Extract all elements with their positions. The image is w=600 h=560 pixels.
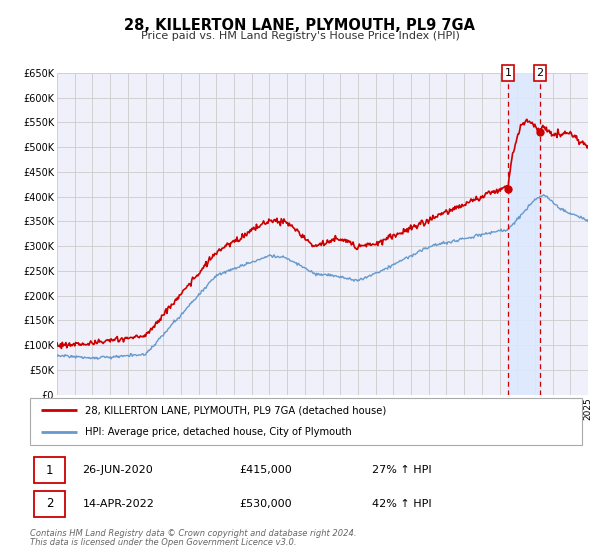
Text: 28, KILLERTON LANE, PLYMOUTH, PL9 7GA: 28, KILLERTON LANE, PLYMOUTH, PL9 7GA [125,18,476,32]
Text: 14-APR-2022: 14-APR-2022 [82,499,154,509]
Text: Contains HM Land Registry data © Crown copyright and database right 2024.: Contains HM Land Registry data © Crown c… [30,529,356,538]
FancyBboxPatch shape [34,491,65,517]
Text: 1: 1 [46,464,53,477]
Text: 28, KILLERTON LANE, PLYMOUTH, PL9 7GA (detached house): 28, KILLERTON LANE, PLYMOUTH, PL9 7GA (d… [85,405,386,416]
Text: 27% ↑ HPI: 27% ↑ HPI [372,465,432,475]
Text: £530,000: £530,000 [240,499,292,509]
Text: £415,000: £415,000 [240,465,293,475]
Text: Price paid vs. HM Land Registry's House Price Index (HPI): Price paid vs. HM Land Registry's House … [140,31,460,41]
FancyBboxPatch shape [34,458,65,483]
Text: HPI: Average price, detached house, City of Plymouth: HPI: Average price, detached house, City… [85,427,352,437]
Text: 2: 2 [536,68,544,78]
Text: 1: 1 [505,68,511,78]
Text: 2: 2 [46,497,53,510]
Text: This data is licensed under the Open Government Licence v3.0.: This data is licensed under the Open Gov… [30,539,296,548]
Text: 26-JUN-2020: 26-JUN-2020 [82,465,153,475]
Text: 42% ↑ HPI: 42% ↑ HPI [372,499,432,509]
Bar [508,73,540,395]
FancyBboxPatch shape [30,398,582,445]
